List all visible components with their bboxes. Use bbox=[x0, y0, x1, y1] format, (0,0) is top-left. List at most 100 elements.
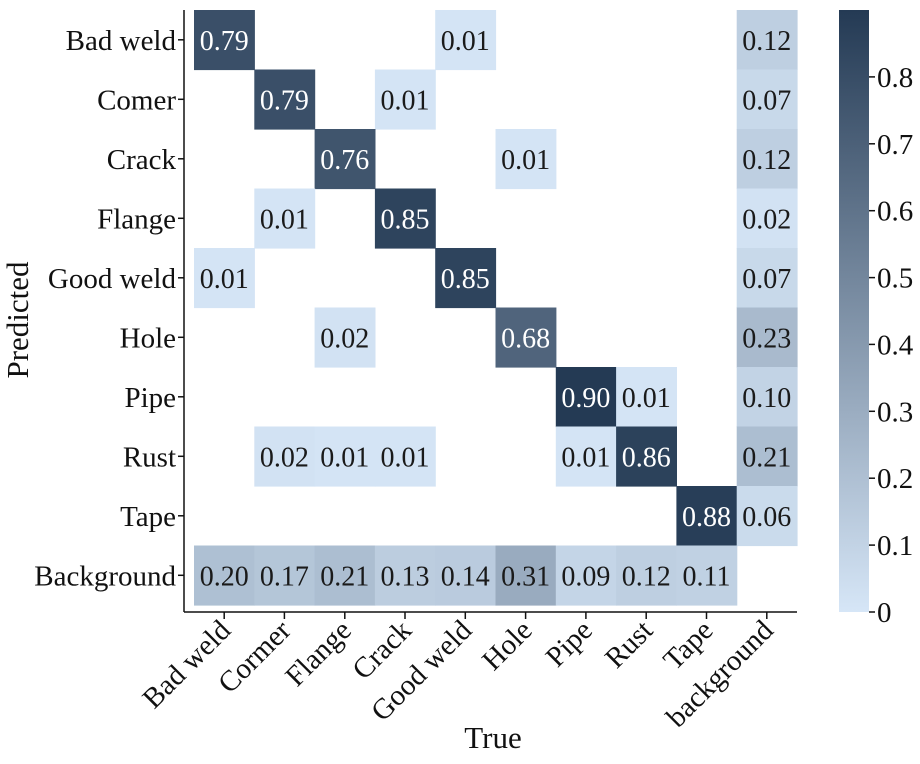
cell-value-r3-c1: 0.01 bbox=[260, 204, 309, 235]
column-label-0: Bad weld bbox=[136, 614, 237, 715]
cell-value-r9-c2: 0.21 bbox=[320, 561, 369, 592]
row-label-0: Bad weld bbox=[66, 25, 177, 57]
cell-value-labels: 0.79 0.01 0.12 0.79 0.01 0.07 0.76 0.01 0.12 0.01… bbox=[200, 26, 792, 592]
cell-value-r7-c1: 0.02 bbox=[260, 442, 309, 473]
colorbar-tick-label-7: 0.7 bbox=[877, 129, 913, 161]
heatmap-cell-r8-c8 bbox=[676, 486, 738, 547]
row-label-7: Rust bbox=[123, 441, 176, 473]
heatmap-cell-r9-c0 bbox=[194, 545, 255, 606]
heatmap-cell-r7-c7 bbox=[616, 426, 677, 487]
cell-value-r4-c4: 0.85 bbox=[441, 264, 490, 295]
colorbar-gradient bbox=[839, 10, 869, 612]
x-axis-title: True bbox=[464, 720, 521, 755]
row-label-1: Comer bbox=[97, 84, 176, 116]
cell-value-r2-c9: 0.12 bbox=[742, 145, 791, 176]
cell-value-r1-c9: 0.07 bbox=[742, 85, 791, 116]
heatmap-axes bbox=[178, 10, 797, 619]
cell-value-r9-c1: 0.17 bbox=[260, 561, 309, 592]
y-axis-title: Predicted bbox=[0, 261, 35, 379]
cell-value-r1-c3: 0.01 bbox=[381, 85, 430, 116]
cell-value-r7-c9: 0.21 bbox=[742, 442, 791, 473]
colorbar-tick-label-6: 0.6 bbox=[877, 196, 913, 228]
heatmap-cell-r0-c9 bbox=[736, 10, 798, 71]
heatmap-cell-r9-c2 bbox=[314, 545, 376, 606]
heatmap-cell-r3-c9 bbox=[736, 188, 798, 249]
heatmap-cell-r1-c3 bbox=[374, 69, 436, 130]
row-label-4: Good weld bbox=[48, 263, 177, 295]
cell-value-r3-c9: 0.02 bbox=[742, 204, 791, 235]
cell-value-r9-c0: 0.20 bbox=[200, 561, 249, 592]
cell-value-r9-c5: 0.31 bbox=[501, 561, 550, 592]
cell-value-r2-c2: 0.76 bbox=[320, 145, 369, 176]
heatmap-cell-r9-c7 bbox=[616, 545, 677, 606]
heatmap-cell-r6-c7 bbox=[616, 367, 677, 428]
cell-value-r0-c4: 0.01 bbox=[441, 26, 490, 57]
heatmap-cell-r6-c9 bbox=[736, 367, 798, 428]
cell-value-r7-c7: 0.86 bbox=[622, 442, 671, 473]
heatmap-cell-r4-c9 bbox=[736, 248, 798, 309]
heatmap-cell-r4-c4 bbox=[435, 248, 497, 309]
colorbar-tick-label-4: 0.4 bbox=[877, 329, 914, 361]
heatmap-cell-r9-c6 bbox=[555, 545, 617, 606]
cell-value-r6-c6: 0.90 bbox=[561, 383, 610, 414]
heatmap-cell-r6-c6 bbox=[555, 367, 617, 428]
heatmap-cell-r7-c9 bbox=[736, 426, 798, 487]
row-label-5: Hole bbox=[120, 322, 176, 354]
column-label-7: Rust bbox=[599, 614, 659, 674]
heatmap-cell-r9-c8 bbox=[676, 545, 738, 606]
cell-value-r6-c9: 0.10 bbox=[742, 383, 791, 414]
column-label-6: Pipe bbox=[540, 614, 599, 673]
row-tick-labels: Bad weld Comer Crack Flange Good weld Hole Pip… bbox=[34, 25, 177, 592]
cell-value-r1-c1: 0.79 bbox=[260, 85, 309, 116]
heatmap-cell-r9-c1 bbox=[254, 545, 316, 606]
heatmap-cell-r7-c3 bbox=[374, 426, 436, 487]
cell-value-r0-c9: 0.12 bbox=[742, 26, 791, 57]
heatmap-cell-r5-c5 bbox=[495, 307, 557, 368]
row-label-9: Background bbox=[34, 560, 176, 592]
heatmap-cell-r7-c1 bbox=[254, 426, 316, 487]
heatmap-cell-r3-c3 bbox=[374, 188, 436, 249]
colorbar-tick-label-1: 0.1 bbox=[877, 530, 913, 562]
heatmap-cells bbox=[194, 10, 798, 606]
cell-value-r3-c3: 0.85 bbox=[381, 204, 430, 235]
row-label-6: Pipe bbox=[124, 382, 176, 414]
heatmap-cell-r2-c9 bbox=[736, 129, 798, 190]
column-label-5: Hole bbox=[476, 614, 538, 676]
cell-value-r8-c9: 0.06 bbox=[742, 502, 791, 533]
heatmap-cell-r7-c6 bbox=[555, 426, 617, 487]
cell-value-r0-c0: 0.79 bbox=[200, 26, 249, 57]
colorbar-tick-label-0: 0 bbox=[877, 597, 892, 629]
row-label-2: Crack bbox=[107, 144, 177, 176]
heatmap-cell-r4-c0 bbox=[194, 248, 255, 309]
cell-value-r4-c0: 0.01 bbox=[200, 264, 249, 295]
cell-value-r5-c2: 0.02 bbox=[320, 323, 369, 354]
cell-value-r5-c9: 0.23 bbox=[742, 323, 791, 354]
row-label-3: Flange bbox=[97, 203, 176, 235]
colorbar: 0 0.1 0.2 0.3 0.4 0.5 0.6 0.7 0.8 bbox=[839, 10, 914, 629]
heatmap-cell-r9-c5 bbox=[495, 545, 557, 606]
heatmap-cell-r5-c2 bbox=[314, 307, 376, 368]
cell-value-r7-c3: 0.01 bbox=[381, 442, 430, 473]
cell-value-r8-c8: 0.88 bbox=[682, 502, 731, 533]
row-label-8: Tape bbox=[120, 501, 176, 533]
heatmap-cell-r1-c9 bbox=[736, 69, 798, 130]
cell-value-r9-c4: 0.14 bbox=[441, 561, 490, 592]
cell-value-r9-c6: 0.09 bbox=[561, 561, 610, 592]
cell-value-r9-c7: 0.12 bbox=[622, 561, 671, 592]
heatmap-cell-r9-c4 bbox=[435, 545, 497, 606]
heatmap-cell-r8-c9 bbox=[736, 486, 798, 547]
colorbar-tick-label-3: 0.3 bbox=[877, 396, 913, 428]
heatmap-cell-r3-c1 bbox=[254, 188, 316, 249]
heatmap-cell-r1-c1 bbox=[254, 69, 316, 130]
cell-value-r5-c5: 0.68 bbox=[501, 323, 550, 354]
heatmap-cell-r5-c9 bbox=[736, 307, 798, 368]
colorbar-tick-label-8: 0.8 bbox=[877, 62, 913, 94]
heatmap-cell-r7-c2 bbox=[314, 426, 376, 487]
colorbar-tick-label-2: 0.2 bbox=[877, 463, 913, 495]
cell-value-r4-c9: 0.07 bbox=[742, 264, 791, 295]
cell-value-r7-c6: 0.01 bbox=[561, 442, 610, 473]
cell-value-r7-c2: 0.01 bbox=[320, 442, 369, 473]
